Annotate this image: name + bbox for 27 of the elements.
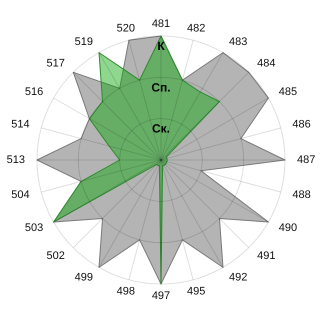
spoke-label: 520 bbox=[116, 22, 135, 35]
y-tick-label: Ск. bbox=[152, 122, 170, 136]
spoke-label: 514 bbox=[11, 118, 30, 131]
spoke-label: 490 bbox=[278, 222, 298, 234]
spoke-label: 513 bbox=[6, 154, 25, 166]
spoke-label: 481 bbox=[152, 18, 170, 30]
spoke-label: 485 bbox=[278, 86, 298, 98]
y-tick-label: Сп. bbox=[151, 80, 171, 94]
spoke-label: 487 bbox=[297, 154, 316, 166]
y-tick-label: К bbox=[157, 39, 166, 53]
spoke-label: 497 bbox=[152, 290, 170, 302]
spoke-label: 491 bbox=[257, 250, 276, 262]
spoke-label: 517 bbox=[46, 58, 65, 70]
spoke-label: 504 bbox=[11, 189, 30, 202]
spoke-label: 516 bbox=[24, 86, 44, 98]
spoke-label: 519 bbox=[74, 36, 93, 48]
spoke-label: 484 bbox=[257, 58, 276, 70]
spoke-label: 488 bbox=[292, 189, 311, 202]
spoke-label: 502 bbox=[46, 250, 65, 262]
spoke-label: 503 bbox=[24, 222, 44, 234]
spoke-label: 495 bbox=[187, 285, 206, 298]
spoke-label: 486 bbox=[292, 118, 311, 131]
spoke-label: 499 bbox=[74, 272, 93, 284]
spoke-label: 483 bbox=[229, 36, 248, 48]
spoke-label: 492 bbox=[229, 272, 248, 284]
spoke-label: 498 bbox=[116, 285, 135, 298]
spoke-label: 482 bbox=[187, 22, 206, 35]
